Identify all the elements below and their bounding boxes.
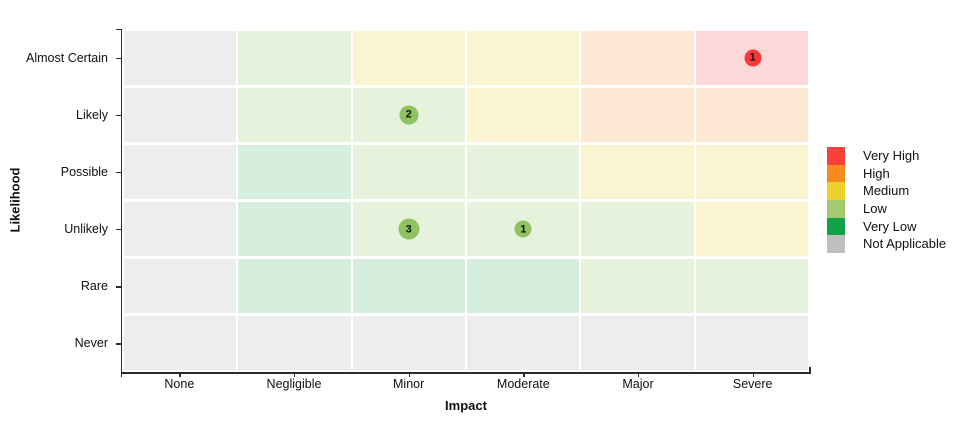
y-tick <box>115 171 121 174</box>
matrix-cell-likely-severe <box>695 88 808 142</box>
x-axis-labels: None Negligible Minor Moderate Major Severe <box>122 377 810 393</box>
risk-bubble-almost-certain-severe[interactable]: 1 <box>744 49 762 67</box>
legend: Very High High Medium Low Very Low Not Applic… <box>827 147 947 254</box>
matrix-cell-rare-none <box>124 259 237 313</box>
matrix-cell-almost-certain-moderate <box>467 31 580 85</box>
x-axis-label-none: None <box>164 377 195 391</box>
x-tick <box>179 372 181 377</box>
y-tick <box>115 114 121 117</box>
y-axis-label-almost-certain: Almost Certain <box>26 50 108 65</box>
matrix-cell-rare-severe <box>695 259 808 313</box>
matrix-cell-possible-moderate <box>467 145 580 199</box>
matrix-cell-rare-minor <box>352 259 465 313</box>
matrix-cell-almost-certain-minor <box>352 31 465 85</box>
legend-item-very-low[interactable]: Very Low <box>827 217 946 236</box>
legend-label: Very High <box>863 148 920 163</box>
risk-bubble-likely-minor[interactable]: 2 <box>399 105 419 125</box>
matrix-cell-never-negligible <box>238 316 351 370</box>
matrix-cell-possible-minor <box>352 145 465 199</box>
legend-label: Not Applicable <box>863 236 947 252</box>
risk-bubble-unlikely-minor[interactable]: 3 <box>398 218 420 240</box>
legend-label: Low <box>863 201 887 217</box>
matrix-cell-almost-certain-major <box>581 31 694 85</box>
y-tick <box>115 286 121 288</box>
y-tick <box>115 57 121 59</box>
matrix-cell-rare-moderate <box>467 259 580 313</box>
y-axis-label-unlikely: Unlikely <box>64 222 108 237</box>
matrix-cell-unlikely-negligible <box>238 202 351 256</box>
x-axis-title: Impact <box>445 398 487 413</box>
matrix-cell-likely-major <box>581 88 694 142</box>
legend-swatch-high <box>827 164 845 183</box>
x-tick <box>523 372 525 377</box>
legend-swatch-medium <box>827 182 845 201</box>
matrix-cell-unlikely-none <box>124 202 237 256</box>
y-axis-line <box>120 29 122 373</box>
legend-label: Very Low <box>863 218 917 234</box>
plot-area: 1 2 3 1 <box>115 29 811 377</box>
x-axis-label-severe: Severe <box>732 377 773 391</box>
legend-label: High <box>863 165 890 181</box>
matrix-cell-never-moderate <box>467 316 580 370</box>
x-tick <box>294 372 296 377</box>
matrix-cell-likely-negligible <box>238 88 351 142</box>
matrix-cell-rare-negligible <box>238 259 351 313</box>
x-axis-end-tick <box>809 367 811 372</box>
legend-item-not-applicable[interactable]: Not Applicable <box>827 235 947 254</box>
y-axis-label-rare: Rare <box>80 279 108 294</box>
matrix-cell-never-severe <box>695 316 808 370</box>
y-axis-label-never: Never <box>74 336 108 351</box>
y-tick <box>115 229 121 231</box>
x-axis-line <box>120 372 811 374</box>
heatmap-cells <box>122 29 810 372</box>
legend-swatch-very-high <box>827 147 845 165</box>
x-tick <box>408 372 411 377</box>
legend-item-high[interactable]: High <box>827 164 946 183</box>
legend-item-medium[interactable]: Medium <box>827 182 946 201</box>
matrix-cell-almost-certain-none <box>124 31 237 85</box>
y-tick <box>115 343 121 345</box>
matrix-cell-never-none <box>124 316 237 370</box>
matrix-cell-likely-moderate <box>467 88 580 142</box>
legend-swatch-not-applicable <box>827 235 845 254</box>
matrix-cell-never-major <box>581 316 694 370</box>
matrix-cell-possible-negligible <box>238 145 351 199</box>
y-axis-top-tick <box>115 29 121 31</box>
matrix-cell-possible-major <box>581 145 694 199</box>
y-axis-labels: Almost Certain Likely Possible Unlikely Rare… <box>0 29 115 372</box>
matrix-cell-unlikely-major <box>581 202 694 256</box>
risk-bubble-unlikely-moderate[interactable]: 1 <box>514 220 532 238</box>
matrix-cell-possible-none <box>124 145 237 199</box>
matrix-cell-likely-none <box>124 88 237 142</box>
x-axis-label-minor: Minor <box>393 377 425 391</box>
matrix-cell-never-minor <box>352 316 465 370</box>
legend-item-low[interactable]: Low <box>827 200 946 218</box>
legend-label: Medium <box>863 183 910 199</box>
y-axis-label-likely: Likely <box>76 107 108 122</box>
y-axis-label-possible: Possible <box>60 164 108 179</box>
x-axis-label-moderate: Moderate <box>496 377 550 391</box>
x-tick <box>752 372 755 377</box>
legend-item-very-high[interactable]: Very High <box>827 147 946 165</box>
x-axis-label-major: Major <box>622 377 654 391</box>
legend-swatch-very-low <box>827 217 845 236</box>
legend-swatch-low <box>827 200 845 218</box>
matrix-cell-rare-major <box>581 259 694 313</box>
x-tick <box>638 372 640 377</box>
matrix-cell-possible-severe <box>695 145 808 199</box>
x-axis-label-negligible: Negligible <box>266 377 322 391</box>
matrix-cell-almost-certain-negligible <box>238 31 351 85</box>
x-axis-start-tick <box>120 372 122 377</box>
matrix-cell-unlikely-severe <box>695 202 808 256</box>
